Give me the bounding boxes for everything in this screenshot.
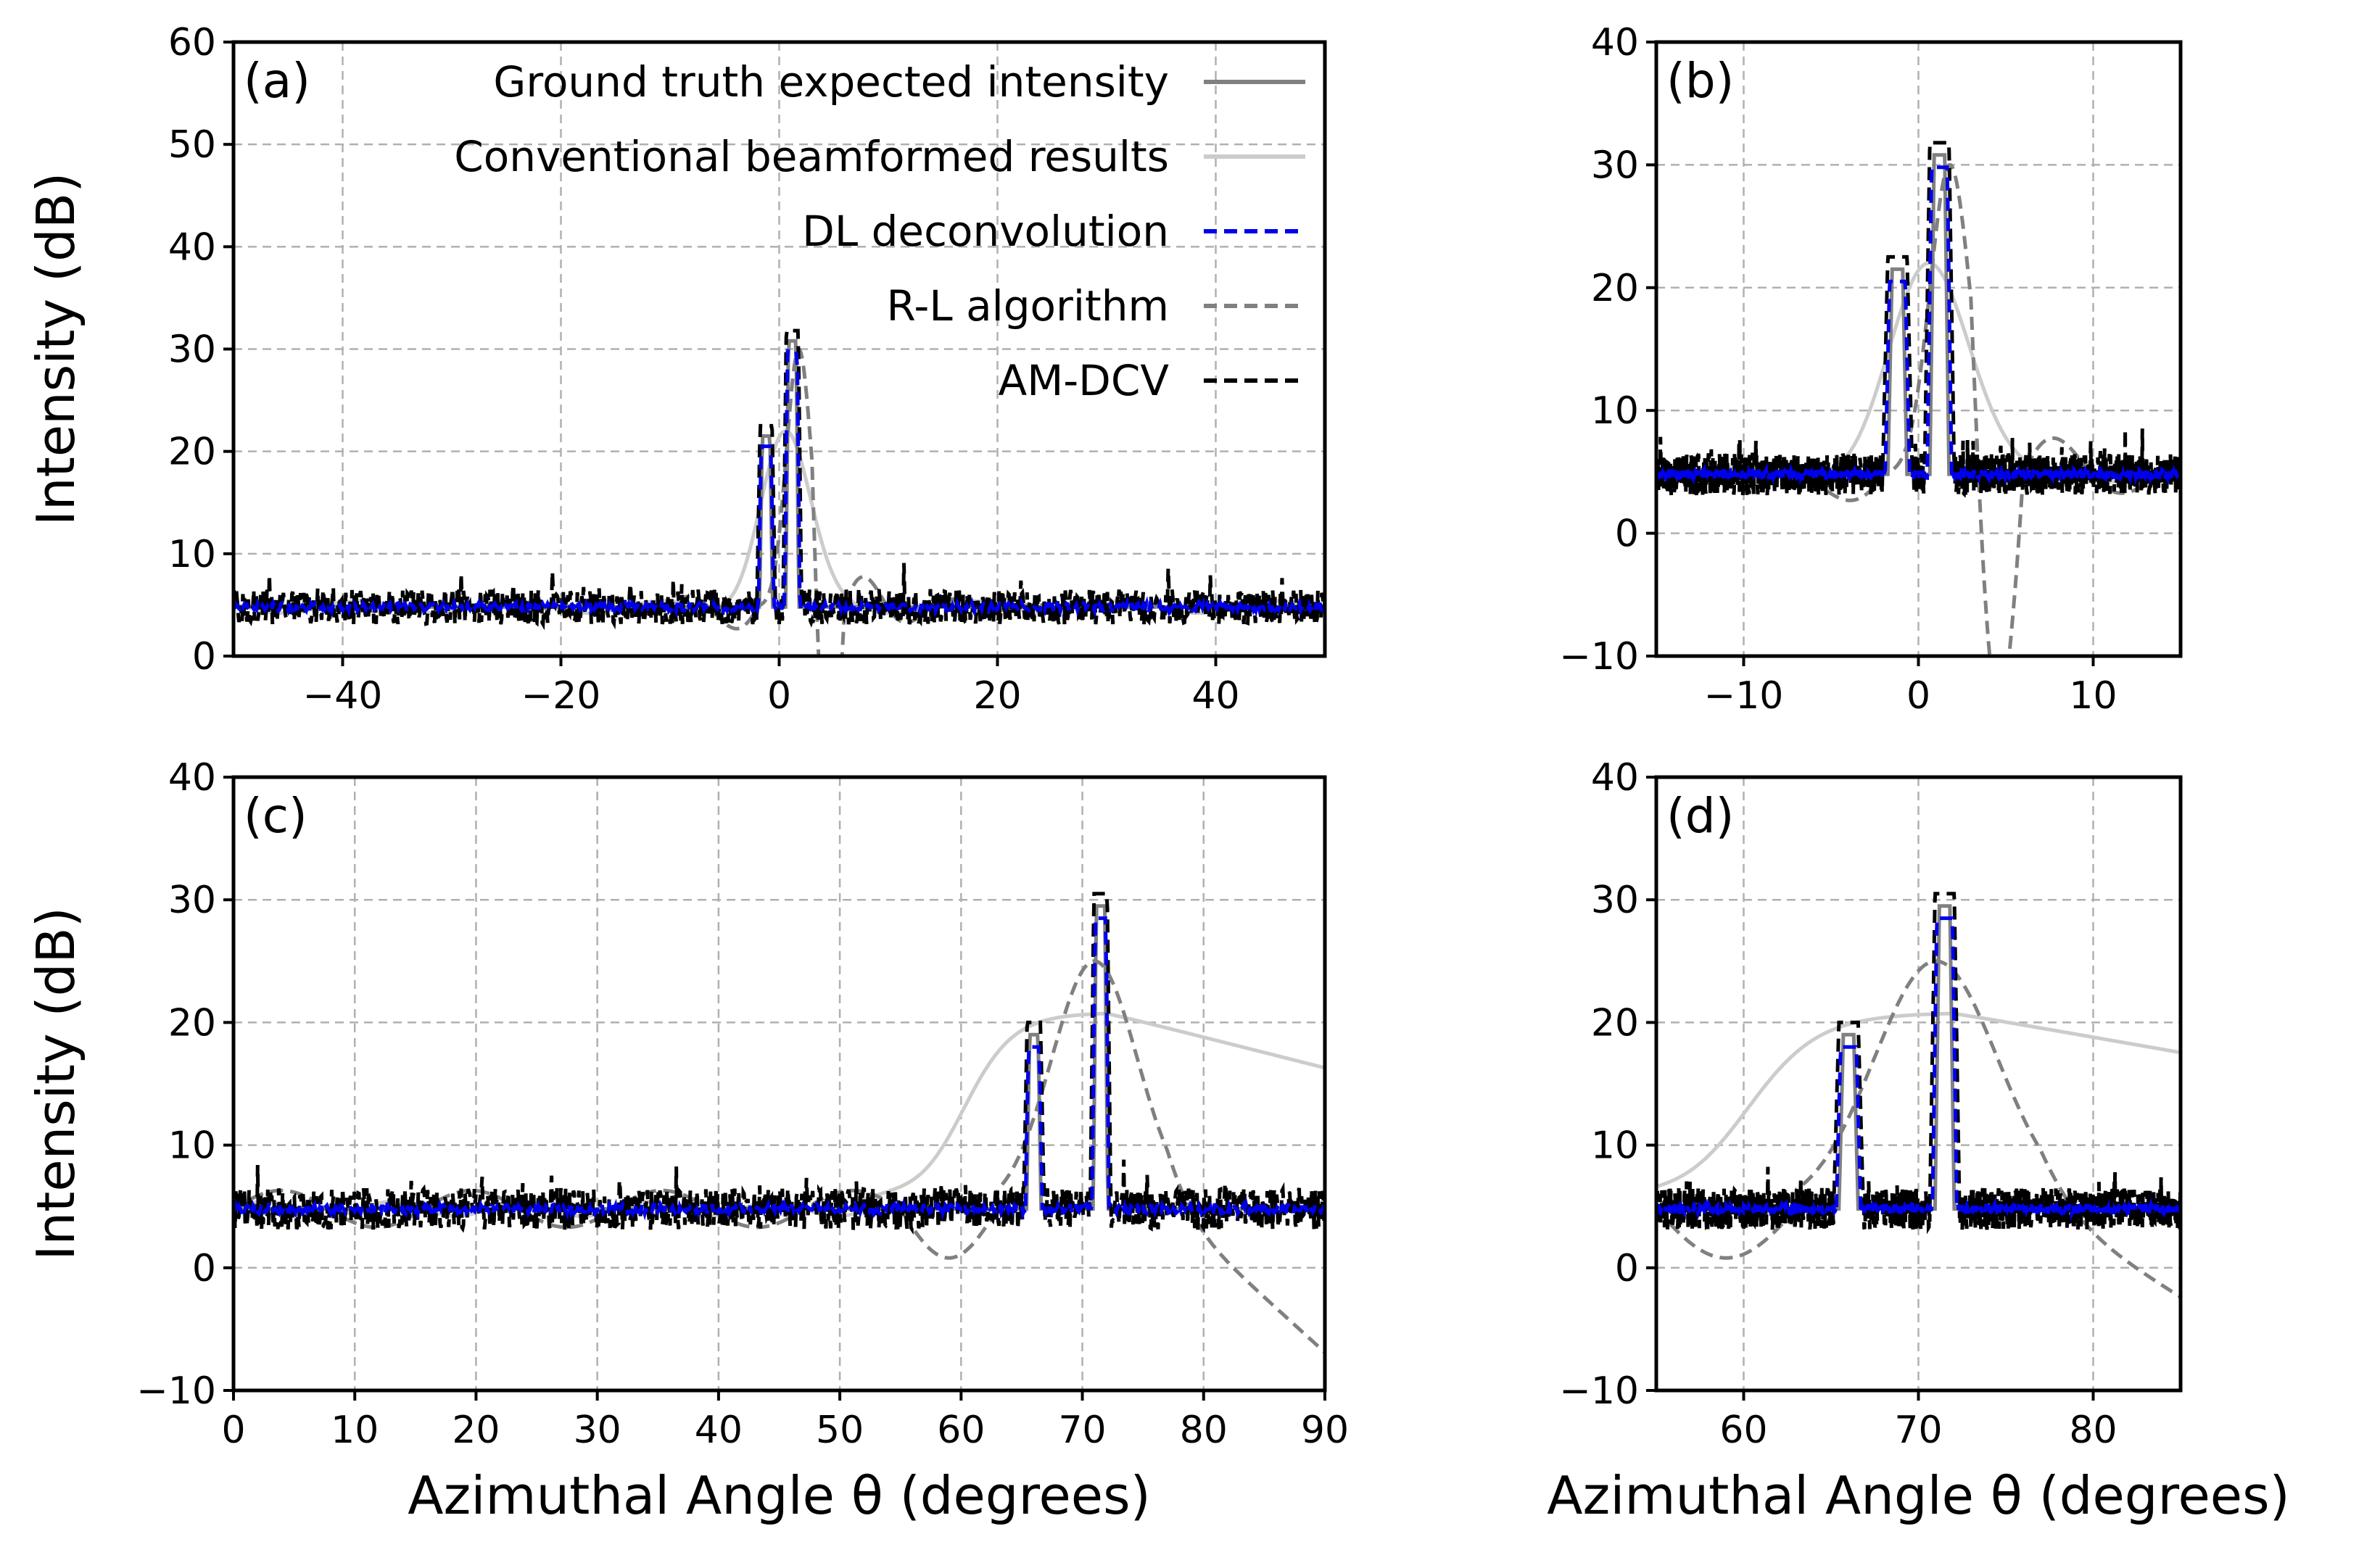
x-tick-label: 0 xyxy=(1906,674,1930,718)
y-tick-label: 20 xyxy=(1591,267,1639,310)
legend-label-gt: Ground truth expected intensity xyxy=(493,57,1169,107)
legend: Ground truth expected intensity Conventio… xyxy=(454,57,1305,405)
x-tick-label: −20 xyxy=(521,674,601,718)
x-tick-label: 20 xyxy=(973,674,1021,718)
y-tick-label: 0 xyxy=(1615,1247,1639,1290)
x-tick-label: 40 xyxy=(1191,674,1239,718)
series-dl xyxy=(234,349,1325,618)
series-cbf xyxy=(234,1011,1325,1219)
x-tick-label: 70 xyxy=(1894,1409,1942,1452)
x-tick-label: 90 xyxy=(1301,1409,1349,1452)
x-tick-label: 0 xyxy=(767,674,791,718)
series-dl xyxy=(234,916,1325,1221)
y-tick-label: 10 xyxy=(168,1124,216,1168)
series-cbf xyxy=(1656,1011,2181,1189)
x-axis-title: Azimuthal Angle θ (degrees) xyxy=(1547,1465,2289,1526)
x-tick-label: 20 xyxy=(452,1409,500,1452)
y-tick-label: −10 xyxy=(136,1369,216,1413)
x-axis-title: Azimuthal Angle θ (degrees) xyxy=(408,1465,1150,1526)
y-tick-label: 0 xyxy=(192,635,216,679)
legend-label-rl: R-L algorithm xyxy=(886,281,1169,331)
series-dl xyxy=(1656,916,2181,1221)
y-tick-label: 40 xyxy=(1591,21,1639,65)
panel-a: −40 −20 0 20 40 0 10 20 30 40 50 60 (a) Intensity (dB… xyxy=(25,21,1327,718)
x-tick-label: 10 xyxy=(331,1409,379,1452)
y-axis-title: Intensity (dB) xyxy=(25,907,86,1261)
y-axis-title: Intensity (dB) xyxy=(25,173,86,526)
panel-b: −10 0 10 −10 0 10 20 30 40 (b) xyxy=(1559,21,2183,718)
y-tick-label: 40 xyxy=(168,225,216,269)
y-tick-label: 20 xyxy=(168,431,216,474)
y-tick-label: −10 xyxy=(1559,1369,1639,1413)
x-tick-label: 40 xyxy=(695,1409,743,1452)
y-tick-label: 20 xyxy=(1591,1001,1639,1045)
x-tick-label: 60 xyxy=(1719,1409,1767,1452)
y-tick-label: 50 xyxy=(168,123,216,167)
y-tick-label: −10 xyxy=(1559,635,1639,679)
x-tick-label: 80 xyxy=(2069,1409,2117,1452)
series-dl xyxy=(1656,165,2181,486)
x-tick-label: 30 xyxy=(574,1409,621,1452)
panel-d: 60 70 80 −10 0 10 20 30 40 (d) Azimuthal Angle θ (… xyxy=(1547,756,2289,1526)
plot-frame xyxy=(231,775,1327,1393)
panel-c: 0 10 20 30 40 50 60 70 80 90−10010203040(c)Intens… xyxy=(25,756,1349,1526)
legend-label-dl: DL deconvolution xyxy=(802,207,1169,256)
series-rl xyxy=(234,347,1325,656)
y-tick-label: 20 xyxy=(168,1001,216,1045)
series-amdcv xyxy=(234,328,1325,631)
y-tick-label: 10 xyxy=(1591,389,1639,433)
x-tick-label: 10 xyxy=(2069,674,2117,718)
x-tick-label: 80 xyxy=(1180,1409,1228,1452)
y-tick-label: 30 xyxy=(168,879,216,922)
panel-label: (a) xyxy=(244,53,310,109)
x-tick-label: 60 xyxy=(937,1409,985,1452)
series-amdcv xyxy=(234,892,1325,1235)
y-tick-label: 10 xyxy=(168,533,216,576)
x-tick-label: 50 xyxy=(816,1409,864,1452)
series-rl xyxy=(234,959,1325,1354)
legend-label-amdcv: AM-DCV xyxy=(999,356,1170,405)
y-tick-label: 0 xyxy=(1615,513,1639,556)
y-tick-label: 40 xyxy=(168,756,216,800)
y-tick-label: 60 xyxy=(168,21,216,65)
x-tick-label: 0 xyxy=(221,1409,245,1452)
y-tick-label: 10 xyxy=(1591,1124,1639,1168)
series-rl xyxy=(1656,959,2181,1299)
x-tick-label: −40 xyxy=(303,674,383,718)
y-tick-label: 30 xyxy=(168,328,216,372)
x-tick-label: −10 xyxy=(1704,674,1784,718)
y-tick-label: 30 xyxy=(1591,879,1639,922)
series-amdcv xyxy=(1656,892,2181,1235)
y-tick-label: 0 xyxy=(192,1247,216,1290)
legend-label-cbf: Conventional beamformed results xyxy=(454,132,1169,181)
y-tick-label: 30 xyxy=(1591,144,1639,187)
panel-label: (b) xyxy=(1666,53,1734,109)
y-tick-label: 40 xyxy=(1591,756,1639,800)
x-tick-label: 70 xyxy=(1058,1409,1106,1452)
panel-label: (d) xyxy=(1666,788,1734,844)
panel-label: (c) xyxy=(244,788,307,844)
series-gt xyxy=(234,904,1325,1211)
